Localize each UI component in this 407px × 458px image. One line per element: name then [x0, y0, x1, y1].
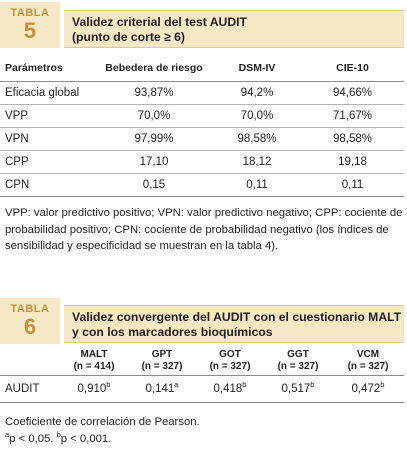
table6-title-line1: Validez convergente del AUDIT con el cue… — [72, 310, 402, 324]
footnote-mark-a: a — [5, 429, 10, 439]
table-cell: 70,0% — [95, 104, 213, 128]
column-name: GOT — [219, 348, 241, 360]
correlation-value: 0,472 — [351, 383, 381, 395]
table6-badge-number: 6 — [23, 314, 37, 339]
table6-header-empty — [0, 346, 60, 376]
column-name: MALT — [80, 348, 108, 360]
table-cell: 0,11 — [213, 173, 301, 197]
row-label: CPN — [0, 173, 95, 197]
footnote-a-text: p < 0,05. — [9, 432, 57, 445]
correlation-value: 0,418 — [213, 383, 243, 395]
footnote-mark-b: b — [56, 429, 61, 439]
table5-badge-number: 5 — [23, 18, 37, 43]
table5-title-line1: Validez criterial del test AUDIT — [72, 15, 247, 29]
table5-header: Parámetros — [0, 54, 95, 82]
column-n: (n = 414) — [73, 360, 115, 372]
table5-header: CIE-10 — [301, 54, 404, 82]
column-n: (n = 327) — [347, 360, 389, 372]
table6-header-row: MALT (n = 414) GPT (n = 327) GOT (n = 327) … — [0, 346, 404, 376]
table-cell: 0,11 — [301, 173, 404, 197]
column-name: GGT — [287, 348, 309, 360]
table6: MALT (n = 414) GPT (n = 327) GOT (n = 327) … — [0, 346, 404, 403]
significance-mark: a — [174, 380, 179, 390]
table5: Parámetros Bebedera de riesgo DSM-IV CIE… — [0, 54, 404, 197]
row-label: AUDIT — [0, 375, 60, 403]
column-name: GPT — [151, 348, 173, 360]
table5-badge: TABLA 5 — [0, 2, 60, 48]
table6-header: GGT (n = 327) — [264, 346, 332, 376]
table-cell: 19,18 — [301, 150, 404, 174]
table6-badge-label: TABLA — [10, 303, 50, 315]
table6-title: Validez convergente del AUDIT con el cue… — [64, 305, 404, 343]
table-row: CPP 17,10 18,12 19,18 — [0, 150, 404, 174]
table6-title-line2: y con los marcadores bioquímicos — [72, 325, 273, 339]
table-row: VPN 97,99% 98,58% 98,58% — [0, 127, 404, 151]
footnote-b-text: p < 0,001. — [60, 432, 112, 445]
column-n: (n = 327) — [277, 360, 319, 372]
table6-header: GPT (n = 327) — [128, 346, 196, 376]
table6-badge: TABLA 6 — [0, 298, 60, 344]
table-cell: 0,472b — [332, 375, 404, 403]
table-cell: 71,67% — [301, 104, 404, 128]
table-cell: 0,517b — [264, 375, 332, 403]
correlation-value: 0,141 — [145, 383, 175, 395]
table5-title-line2: (punto de corte ≥ 6) — [72, 30, 185, 44]
table-row: CPN 0,15 0,11 0,11 — [0, 173, 404, 197]
table-cell: 70,0% — [213, 104, 301, 128]
table5-header: Bebedera de riesgo — [95, 54, 213, 82]
table-cell: 0,141a — [128, 375, 196, 403]
table-cell: 0,418b — [196, 375, 264, 403]
row-label: CPP — [0, 150, 95, 174]
table-cell: 17,10 — [95, 150, 213, 174]
table-cell: 93,87% — [95, 81, 213, 105]
significance-mark: b — [242, 380, 247, 390]
correlation-value: 0,517 — [281, 383, 311, 395]
table5-title: Validez criterial del test AUDIT (punto … — [64, 10, 404, 48]
column-n: (n = 327) — [209, 360, 251, 372]
table-cell: 0,910b — [60, 375, 128, 403]
table-cell: 94,2% — [213, 81, 301, 105]
table5-footnote: VPP: valor predictivo positivo; VPN: val… — [5, 207, 403, 252]
significance-mark: b — [380, 380, 385, 390]
table5-badge-label: TABLA — [10, 7, 50, 19]
column-name: VCM — [356, 348, 380, 360]
table-row: VPP 70,0% 70,0% 71,67% — [0, 104, 404, 128]
row-label: VPN — [0, 127, 95, 151]
table6-header: GOT (n = 327) — [196, 346, 264, 376]
significance-mark: b — [310, 380, 315, 390]
row-label: VPP — [0, 104, 95, 128]
row-label: Eficacia global — [0, 81, 95, 105]
table6-header: MALT (n = 414) — [60, 346, 128, 376]
table-row: Eficacia global 93,87% 94,2% 94,66% — [0, 81, 404, 105]
table-cell: 98,58% — [213, 127, 301, 151]
column-n: (n = 327) — [141, 360, 183, 372]
table-cell: 97,99% — [95, 127, 213, 151]
table-cell: 0,15 — [95, 173, 213, 197]
table-cell: 98,58% — [301, 127, 404, 151]
table-cell: 18,12 — [213, 150, 301, 174]
table5-header-row: Parámetros Bebedera de riesgo DSM-IV CIE… — [0, 54, 404, 82]
table6-footnote: Coeficiente de correlación de Pearson. a… — [5, 414, 403, 447]
table-row: AUDIT 0,910b 0,141a 0,418b 0,517b 0,472b — [0, 375, 404, 403]
table6-footnote-line1: Coeficiente de correlación de Pearson. — [5, 416, 200, 428]
correlation-value: 0,910 — [77, 383, 107, 395]
significance-mark: b — [106, 380, 111, 390]
table6-header: VCM (n = 327) — [332, 346, 404, 376]
table-cell: 94,66% — [301, 81, 404, 105]
table5-header: DSM-IV — [213, 54, 301, 82]
